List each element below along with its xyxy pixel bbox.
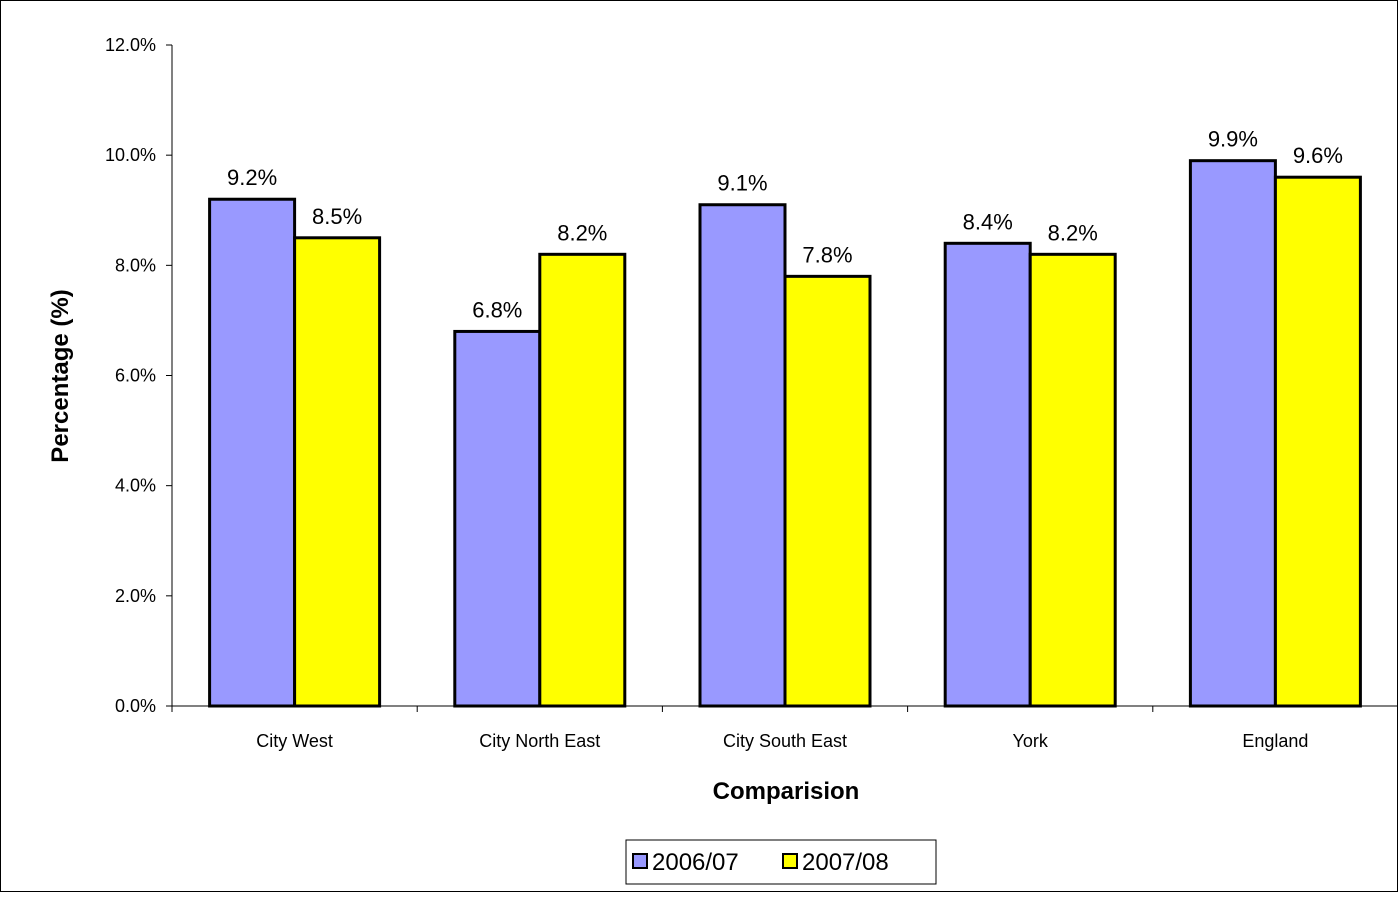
data-label: 8.4% xyxy=(963,209,1013,234)
y-tick-label: 10.0% xyxy=(105,145,156,165)
legend-box xyxy=(625,839,937,885)
y-tick-label: 4.0% xyxy=(115,476,156,496)
bar xyxy=(1028,252,1117,708)
y-tick-label: 8.0% xyxy=(115,255,156,275)
data-label: 9.6% xyxy=(1293,143,1343,168)
bars xyxy=(208,159,1362,708)
x-tick-label: City South East xyxy=(723,731,847,751)
data-label: 6.8% xyxy=(472,297,522,322)
y-axis-title: Percentage (%) xyxy=(47,289,74,462)
data-label: 8.2% xyxy=(557,220,607,245)
bar xyxy=(453,329,542,708)
bar xyxy=(698,203,787,708)
x-tick-label: City West xyxy=(256,731,333,751)
x-tick-label: England xyxy=(1242,731,1308,751)
x-axis-title: Comparision xyxy=(713,778,860,805)
bar xyxy=(293,236,382,708)
legend-label: 2007/08 xyxy=(802,849,889,876)
y-tick-label: 2.0% xyxy=(115,586,156,606)
legend-label: 2006/07 xyxy=(652,849,739,876)
bar xyxy=(1273,175,1362,708)
x-tick-label: City North East xyxy=(479,731,600,751)
y-tick-label: 0.0% xyxy=(115,696,156,716)
data-labels: 9.2% 8.5% 6.8% 8.2% 9.1% 7.8% 8.4% 8.2% 9.9% 9.6% xyxy=(227,127,1343,323)
bar xyxy=(943,241,1032,708)
y-axis: 0.0% 2.0% 4.0% 6.0% 8.0% 10.0% 12.0% xyxy=(105,35,173,716)
legend: 2006/07 2007/08 xyxy=(625,839,937,885)
legend-swatch xyxy=(782,853,798,869)
bar xyxy=(783,274,872,708)
bar xyxy=(208,197,297,708)
x-tick-label: York xyxy=(1013,731,1049,751)
y-tick-label: 6.0% xyxy=(115,366,156,386)
bar xyxy=(538,252,627,708)
data-label: 9.1% xyxy=(717,171,767,196)
legend-swatch xyxy=(632,853,648,869)
y-tick-label: 12.0% xyxy=(105,35,156,55)
data-label: 8.2% xyxy=(1048,220,1098,245)
data-label: 7.8% xyxy=(802,242,852,267)
bar xyxy=(1188,159,1277,708)
data-label: 8.5% xyxy=(312,204,362,229)
data-label: 9.2% xyxy=(227,165,277,190)
data-label: 9.9% xyxy=(1208,127,1258,152)
